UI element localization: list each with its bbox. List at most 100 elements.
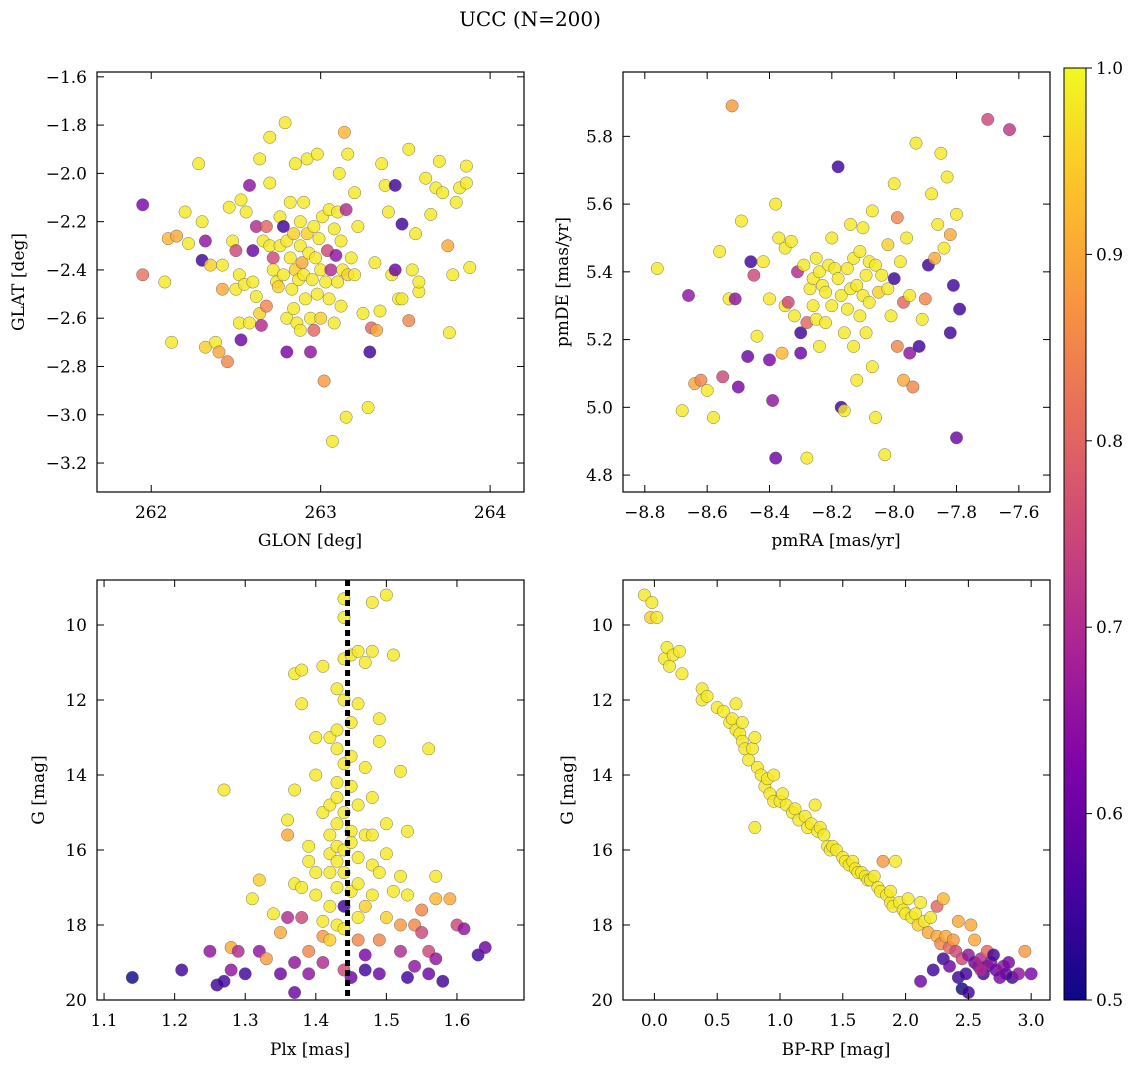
plx-g-point-128 xyxy=(457,922,471,936)
glon-glat-point-65 xyxy=(293,215,307,229)
glon-glat-point-116 xyxy=(368,256,382,270)
pmra-pmde-xtick-label: −8.6 xyxy=(687,503,728,523)
pmra-pmde-point-8 xyxy=(716,370,730,384)
plx-g-point-114 xyxy=(401,888,414,902)
plx-g-point-80 xyxy=(351,644,365,658)
bprp-g-point-116 xyxy=(914,974,927,988)
glon-glat-ytick-label: −3.0 xyxy=(46,406,87,426)
plx-g-point-7 xyxy=(224,963,238,977)
pmra-pmde-point-32 xyxy=(794,326,808,340)
glon-glat-point-30 xyxy=(243,316,256,330)
pmra-pmde-xtick-label: −8.4 xyxy=(749,503,790,523)
bprp-g-point-96 xyxy=(959,967,973,981)
plx-g-point-124 xyxy=(429,952,443,966)
pmra-pmde-point-81 xyxy=(881,282,895,296)
panel-glon-glat-ticks: 262 263 264 −3.2 −3.0 −2.8 −2.6 −2.4 −2.2 −2.0 −1.… xyxy=(46,68,524,523)
pmra-pmde-point-5 xyxy=(700,383,714,397)
glon-glat-point-56 xyxy=(283,195,297,209)
glon-glat-point-37 xyxy=(254,318,268,332)
pmra-pmde-point-69 xyxy=(859,268,873,282)
glon-glat-point-91 xyxy=(322,292,336,306)
plx-g-point-116 xyxy=(408,959,421,973)
bprp-g-point-67 xyxy=(884,884,897,898)
pmra-pmde-point-19 xyxy=(763,292,776,306)
pmra-pmde-point-62 xyxy=(847,339,860,353)
glon-glat-point-94 xyxy=(327,222,341,236)
pmra-pmde-ytick-label: 4.8 xyxy=(586,466,613,486)
glon-glat-point-15 xyxy=(212,345,226,359)
glon-glat-point-60 xyxy=(287,302,300,315)
pmra-pmde-point-107 xyxy=(947,278,960,292)
glon-glat-point-25 xyxy=(234,193,248,207)
plx-g-point-31 xyxy=(302,839,316,853)
pmra-pmde-point-55 xyxy=(837,326,851,340)
pmra-pmde-point-76 xyxy=(869,411,882,424)
pmra-pmde-point-4 xyxy=(694,373,708,387)
glon-glat-point-100 xyxy=(334,299,348,313)
glon-glat-point-59 xyxy=(287,227,300,241)
plx-g-point-4 xyxy=(217,783,231,797)
glon-glat-point-80 xyxy=(309,251,322,265)
pmra-pmde-point-14 xyxy=(741,350,755,363)
glon-glat-point-35 xyxy=(253,152,267,166)
pmra-pmde-ytick-label: 5.0 xyxy=(586,398,613,418)
pmra-pmde-point-101 xyxy=(931,217,945,231)
plx-g-point-5 xyxy=(217,974,231,988)
glon-glat-xtick-label: 262 xyxy=(135,503,167,523)
pmra-pmde-point-93 xyxy=(906,380,920,394)
bprp-g-xtick-label: 0.5 xyxy=(704,1011,731,1031)
bprp-g-point-90 xyxy=(946,933,960,947)
plx-g-point-51 xyxy=(330,776,344,789)
pmra-pmde-point-66 xyxy=(853,309,867,323)
glon-glat-point-29 xyxy=(243,178,256,192)
panel-glon-glat-xlabel: GLON [deg] xyxy=(258,531,362,551)
glon-glat-point-57 xyxy=(283,251,297,265)
pmra-pmde-xtick-label: −7.8 xyxy=(936,503,977,523)
plx-g-point-79 xyxy=(351,911,365,924)
glon-glat-point-4 xyxy=(165,335,179,349)
pmra-pmde-point-1 xyxy=(675,404,689,418)
panel-bprp-g: 0.0 0.5 1.0 1.5 2.0 2.5 3.0 10 12 14 16 18 20 BP-RP … xyxy=(558,579,1051,1060)
glon-glat-ytick-label: −1.8 xyxy=(46,116,87,136)
bprp-g-xtick-label: 0.0 xyxy=(641,1011,668,1031)
glon-glat-point-28 xyxy=(239,205,253,219)
pmra-pmde-point-51 xyxy=(831,160,845,174)
pmra-pmde-point-78 xyxy=(875,268,889,282)
bprp-g-point-18 xyxy=(729,697,743,711)
panel-bprp-g-xlabel: BP-RP [mag] xyxy=(782,1040,891,1060)
pmra-pmde-point-83 xyxy=(887,272,901,285)
glon-glat-point-93 xyxy=(326,434,339,448)
pmra-pmde-point-105 xyxy=(943,228,957,242)
glon-glat-point-97 xyxy=(331,275,344,289)
bprp-g-point-12 xyxy=(700,689,714,703)
bprp-g-ytick-label: 14 xyxy=(591,766,613,786)
plx-g-point-82 xyxy=(351,798,365,812)
pmra-pmde-point-99 xyxy=(925,187,938,201)
glon-glat-point-134 xyxy=(419,171,433,185)
pmra-pmde-xtick-label: −8.8 xyxy=(624,503,665,523)
glon-glat-point-118 xyxy=(373,304,387,318)
glon-glat-point-77 xyxy=(305,273,319,286)
plx-g-ytick-label: 12 xyxy=(65,691,87,711)
plx-g-point-19 xyxy=(281,911,294,924)
plx-g-point-122 xyxy=(429,892,443,906)
pmra-pmde-point-7 xyxy=(713,245,726,258)
pmra-pmde-point-64 xyxy=(850,278,864,292)
plx-g-point-103 xyxy=(379,911,393,924)
plx-g-point-112 xyxy=(401,824,414,838)
glon-glat-ytick-label: −2.2 xyxy=(46,213,87,233)
plx-g-point-56 xyxy=(330,723,344,737)
pmra-pmde-point-110 xyxy=(953,302,966,316)
glon-glat-point-8 xyxy=(192,157,206,171)
plx-g-point-1 xyxy=(175,963,189,977)
bprp-g-point-114 xyxy=(1018,944,1032,958)
glon-glat-point-127 xyxy=(395,292,409,306)
bprp-g-xtick-label: 3.0 xyxy=(1018,1011,1045,1031)
plx-g-point-27 xyxy=(295,911,309,924)
pmra-pmde-point-73 xyxy=(865,204,879,218)
glon-glat-point-111 xyxy=(351,220,365,233)
glon-glat-point-39 xyxy=(259,299,273,313)
plx-g-point-90 xyxy=(358,899,372,913)
figure-title: UCC (N=200) xyxy=(459,7,601,31)
glon-glat-point-69 xyxy=(297,195,311,209)
